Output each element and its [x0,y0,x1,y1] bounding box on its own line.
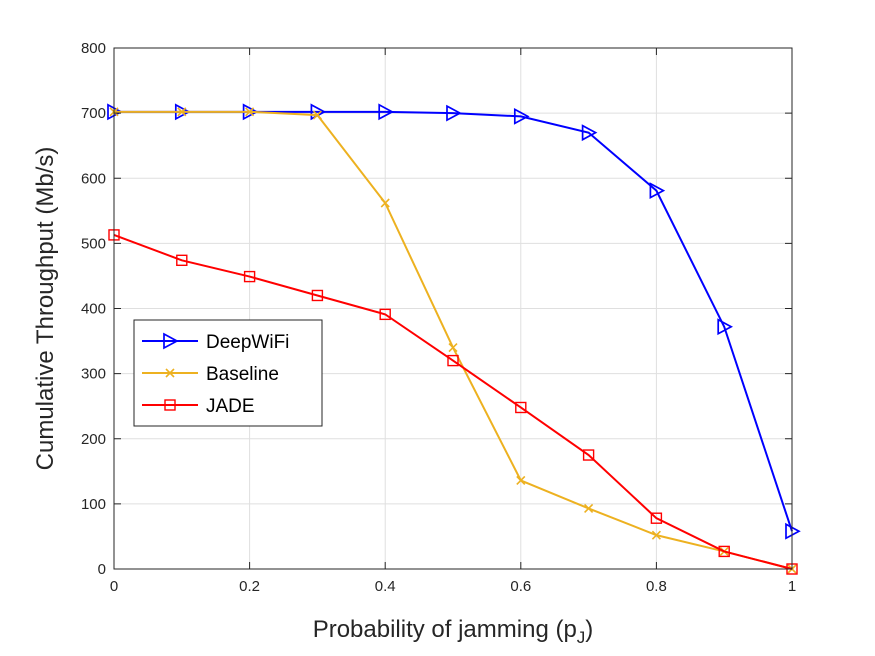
x-axis-label-subscript: J [577,628,586,647]
legend-label: DeepWiFi [206,332,289,353]
data-point-jade [176,254,188,267]
data-point-jade [311,289,324,302]
series-baseline [109,107,797,574]
data-point-jade [379,308,391,321]
y-tick-label: 400 [81,301,106,318]
data-point-jade [650,512,663,524]
data-point-deepwifi [581,124,598,142]
x-axis-label-suffix: ) [585,616,593,643]
y-tick-label: 800 [81,40,106,57]
legend-label: Baseline [206,364,279,385]
data-point-deepwifi [378,103,394,121]
data-point-baseline [516,475,526,485]
x-marker-stroke [177,107,187,117]
data-point-deepwifi [513,107,530,125]
legend-item-baseline: Baseline [142,364,279,385]
data-point-jade [582,449,595,461]
y-tick-label: 100 [81,496,106,513]
x-tick-label: 0.8 [646,578,667,595]
y-tick-label: 700 [81,105,106,122]
legend-marker [164,399,176,411]
data-point-baseline [651,530,661,540]
data-point-baseline [245,107,255,117]
y-tick-label: 200 [81,431,106,448]
series-layer [107,103,801,575]
legend-marker [163,332,179,350]
data-point-deepwifi [446,104,462,122]
data-point-baseline [312,110,322,120]
x-marker-stroke [380,198,390,208]
series-jade [108,229,798,575]
data-point-jade [515,401,527,414]
data-point-jade [243,270,256,283]
ticks: 0 0.2 0.4 0.6 0.8 1 0 100 200 300 400 500 600 700 800 [81,40,796,595]
x-tick-label: 1 [788,578,796,595]
x-marker-stroke [584,503,594,513]
data-point-deepwifi [717,318,733,336]
x-tick-label: 0.2 [239,578,260,595]
x-marker-stroke [516,475,526,485]
y-axis-label: Cumulative Throughput (Mb/s) [32,147,59,471]
legend-item-jade: JADE [142,396,255,417]
legend-marker [165,368,175,378]
x-tick-label: 0.6 [510,578,531,595]
x-marker-stroke [448,343,458,353]
data-point-jade [447,354,459,367]
x-marker-stroke [245,107,255,117]
plot-area: 0 0.2 0.4 0.6 0.8 1 0 100 200 300 400 500 600 700 800 [81,40,801,595]
data-point-baseline [177,107,187,117]
data-point-baseline [584,503,594,513]
x-marker-stroke [651,530,661,540]
x-axis-label: Probability of jamming (pJ) [313,616,594,647]
legend-item-deepwifi: DeepWiFi [142,332,289,353]
y-tick-label: 300 [81,366,106,383]
y-tick-label: 500 [81,235,106,252]
x-marker-stroke [165,368,175,378]
y-tick-label: 0 [98,561,106,578]
data-point-baseline [380,198,390,208]
y-tick-label: 600 [81,170,106,187]
legend: DeepWiFi Baseline JADE [133,319,323,427]
data-point-jade [718,545,730,558]
x-marker-stroke [312,110,322,120]
x-tick-label: 0 [110,578,118,595]
data-point-baseline [448,343,458,353]
x-axis-label-main: Probability of jamming (p [313,616,577,643]
x-tick-label: 0.4 [375,578,396,595]
data-point-deepwifi [649,182,666,200]
legend-label: JADE [206,396,255,417]
series-line-jade [113,233,793,570]
